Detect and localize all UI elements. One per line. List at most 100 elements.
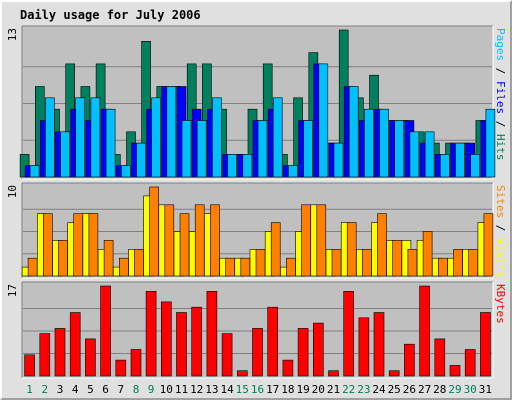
x-tick-label-day-3: 3: [57, 383, 64, 396]
bar-kbytes-day-18: [282, 359, 294, 377]
x-tick-label-day-16: 16: [251, 383, 264, 396]
bar-pages-day-14: [227, 154, 237, 178]
bar-pages-day-13: [212, 97, 222, 178]
bar-kbytes-day-16: [252, 328, 263, 377]
x-tick-label-day-7: 7: [117, 383, 124, 396]
bar-pages-day-9: [151, 97, 161, 178]
panel-visits: 10 Sites / Visits: [6, 182, 507, 279]
x-tick-label-day-2: 2: [41, 383, 48, 396]
bar-sites-day-14: [225, 257, 235, 277]
bar-sites-day-9: [149, 186, 159, 277]
bar-kbytes-day-14: [221, 333, 233, 377]
bar-kbytes-day-9: [145, 290, 157, 377]
x-tick-label-day-20: 20: [312, 383, 325, 396]
bar-kbytes-day-22: [343, 290, 355, 377]
bar-kbytes-day-13: [206, 290, 218, 377]
bar-kbytes-day-29: [449, 365, 461, 377]
bar-sites-day-18: [286, 257, 296, 277]
bar-sites-day-23: [362, 249, 372, 277]
bar-pages-day-16: [257, 120, 268, 178]
bar-kbytes-day-2: [39, 333, 51, 377]
bar-sites-day-6: [103, 240, 114, 277]
bar-pages-day-25: [394, 120, 405, 178]
bar-pages-day-8: [136, 142, 146, 178]
series-kbytes: [24, 285, 491, 377]
bar-kbytes-day-1: [24, 354, 35, 377]
bar-sites-day-12: [194, 204, 205, 277]
bar-sites-day-15: [240, 257, 251, 277]
x-tick-label-day-4: 4: [72, 383, 79, 396]
bar-kbytes-day-25: [388, 370, 400, 377]
bar-pages-day-18: [288, 165, 298, 178]
legend-hits: Pages / Files / Hits: [494, 28, 507, 161]
legend-entry: /: [494, 114, 507, 134]
x-tick-label-day-14: 14: [220, 383, 234, 396]
x-tick-label-day-6: 6: [102, 383, 109, 396]
bar-kbytes-day-20: [312, 322, 324, 377]
bar-pages-day-29: [455, 142, 465, 178]
bar-kbytes-day-30: [464, 349, 476, 377]
bar-pages-day-15: [242, 154, 253, 178]
bar-kbytes-day-24: [373, 312, 385, 377]
x-tick-label-day-28: 28: [433, 383, 446, 396]
panel-kbytes: 17 KBytes: [6, 281, 507, 379]
bar-sites-day-30: [468, 249, 479, 277]
bar-sites-day-26: [407, 249, 418, 277]
bar-kbytes-day-21: [328, 370, 339, 377]
bar-sites-day-21: [331, 249, 342, 277]
x-tick-label-day-25: 25: [388, 383, 401, 396]
bar-pages-day-2: [44, 97, 55, 178]
series-visits: [21, 195, 488, 277]
legend-entry: Sites: [494, 185, 507, 218]
bar-sites-day-5: [88, 213, 99, 277]
chart-panels: 13 Pages / Files / Hits 10 Sites / Visits 17…: [6, 25, 507, 379]
bar-pages-day-7: [121, 165, 131, 178]
legend-entry: KBytes: [494, 284, 507, 324]
legend-entry: Hits: [494, 134, 507, 161]
x-tick-label-day-23: 23: [357, 383, 370, 396]
bar-kbytes-day-19: [297, 328, 309, 377]
bar-kbytes-day-8: [130, 349, 142, 377]
bar-sites-day-17: [270, 222, 281, 277]
bar-pages-day-6: [105, 108, 116, 178]
bar-sites-day-10: [164, 204, 175, 277]
bar-sites-day-25: [392, 240, 403, 277]
x-tick-label-day-29: 29: [448, 383, 461, 396]
bar-sites-day-7: [119, 257, 129, 277]
bar-pages-day-31: [485, 108, 496, 178]
x-tick-label-day-19: 19: [296, 383, 309, 396]
bar-kbytes-day-3: [54, 328, 66, 377]
bar-pages-day-3: [60, 131, 70, 178]
bar-sites-day-16: [255, 249, 266, 277]
bar-kbytes-day-6: [100, 285, 111, 377]
bar-pages-day-4: [75, 97, 85, 178]
chart-title: Daily usage for July 2006: [20, 8, 201, 22]
x-tick-label-day-17: 17: [266, 383, 279, 396]
panel-hits: 13 Pages / Files / Hits: [6, 25, 507, 180]
bar-sites-day-13: [210, 204, 220, 277]
bar-pages-day-5: [90, 97, 101, 178]
legend-entry: /: [494, 218, 507, 238]
bar-sites-day-2: [42, 213, 53, 277]
bar-sites-day-19: [301, 204, 311, 277]
bar-pages-day-11: [181, 120, 192, 178]
bar-pages-day-28: [439, 154, 450, 178]
bar-sites-day-11: [179, 213, 190, 277]
bar-kbytes-day-31: [480, 312, 491, 377]
bar-kbytes-day-5: [85, 338, 96, 377]
bar-sites-day-4: [73, 213, 83, 277]
series-sites: [27, 186, 494, 277]
bar-kbytes-day-11: [176, 312, 187, 377]
bar-pages-day-27: [424, 131, 435, 178]
x-tick-label-day-27: 27: [418, 383, 431, 396]
x-tick-label-day-18: 18: [281, 383, 294, 396]
bar-kbytes-day-4: [69, 312, 81, 377]
bar-pages-day-19: [303, 120, 313, 178]
bar-pages-day-17: [272, 97, 283, 178]
bar-sites-day-31: [483, 213, 494, 277]
bar-pages-day-10: [166, 86, 177, 178]
x-tick-label-day-11: 11: [175, 383, 188, 396]
bar-sites-day-8: [134, 249, 144, 277]
